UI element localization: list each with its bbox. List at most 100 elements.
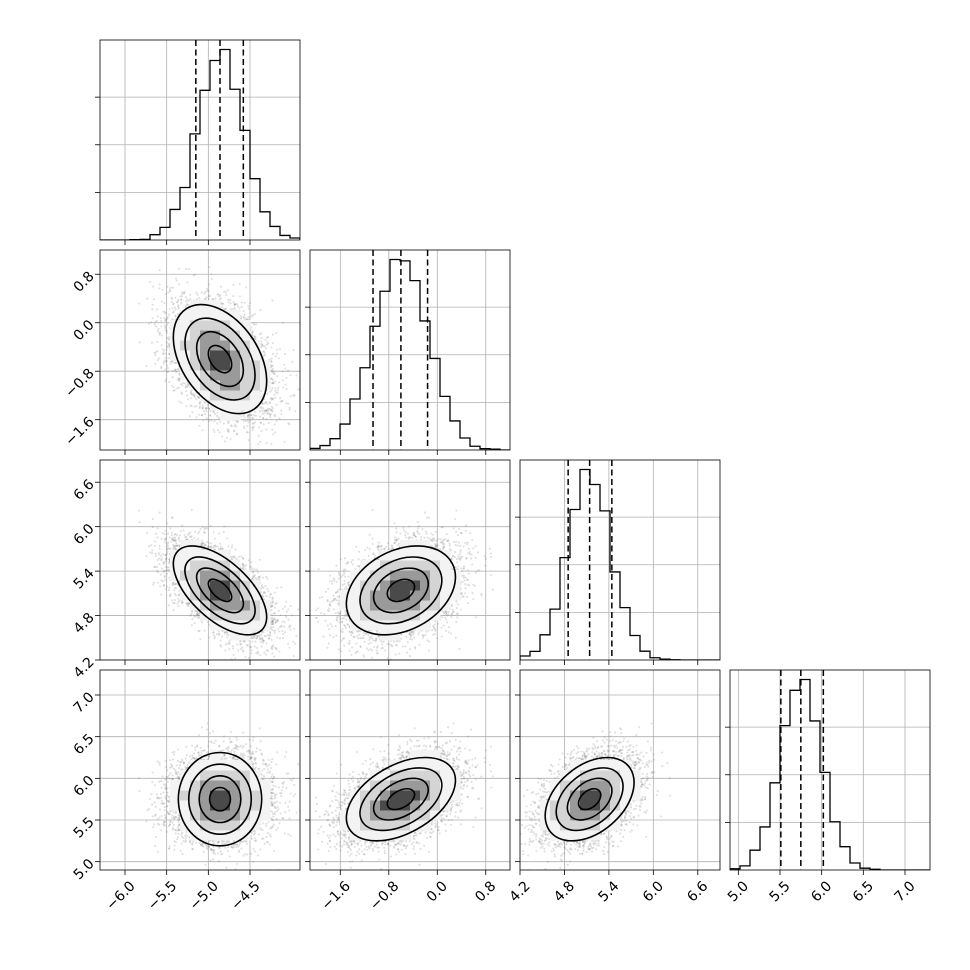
sample-point [238,307,241,310]
sample-point [293,394,296,397]
sample-point [193,273,196,276]
sample-point [250,414,253,417]
sample-point [156,308,159,311]
sample-point [174,362,177,365]
sample-point [184,305,187,308]
sample-point [276,375,279,378]
sample-point [269,408,272,411]
sample-point [259,421,262,425]
sample-point [173,389,176,392]
panel-0-0 [95,39,301,245]
sample-point [236,421,239,424]
sample-point [220,302,223,305]
sample-point [169,362,172,365]
sample-point [253,323,256,326]
sample-point [278,348,282,351]
sample-point [271,342,275,345]
sample-point [271,397,274,400]
sample-point [178,400,181,403]
sample-point [174,277,178,280]
sample-point [239,315,243,318]
sample-point [158,287,161,290]
sample-point [184,296,187,299]
sample-point [275,420,278,423]
sample-point [162,353,165,356]
sample-point [221,305,224,308]
sample-point [167,291,170,294]
sample-point [193,393,196,396]
sample-point [263,402,266,405]
sample-point [164,356,167,360]
sample-point [246,425,249,428]
sample-point [187,268,191,271]
sample-point [186,385,189,388]
sample-point [264,353,267,356]
sample-point [270,364,273,367]
sample-point [253,414,256,417]
sample-point [233,306,236,309]
sample-point [191,394,194,397]
sample-point [153,352,156,355]
sample-point [174,314,177,317]
sample-point [180,302,183,305]
sample-point [204,298,207,301]
sample-point [167,342,170,345]
sample-point [269,413,272,416]
sample-point [204,297,207,300]
sample-point [270,442,273,446]
sample-point [251,422,254,425]
sample-point [237,305,240,308]
panel-plot-area [100,250,300,450]
sample-point [270,357,273,360]
sample-point [260,429,263,432]
sample-point [164,318,167,321]
sample-point [266,341,269,344]
sample-point [227,428,230,431]
sample-point [195,416,198,419]
sample-point [177,304,180,307]
sample-point [177,305,180,308]
sample-point [163,362,166,365]
sample-point [278,417,281,420]
sample-point [269,397,272,400]
sample-point [156,329,160,333]
sample-point [199,400,202,404]
sample-point [260,340,263,343]
sample-point [227,298,230,301]
sample-point [146,297,149,300]
sample-point [211,298,215,301]
sample-point [195,298,199,301]
sample-point [227,421,230,424]
sample-point [168,346,171,349]
sample-point [167,337,170,340]
sample-point [219,420,222,423]
sample-point [281,321,284,324]
sample-point [185,300,188,303]
sample-point [217,293,220,296]
sample-point [174,296,177,299]
sample-point [185,386,188,389]
sample-point [276,388,279,392]
sample-point [184,382,187,385]
sample-point [177,298,180,301]
sample-point [165,331,168,334]
sample-point [228,299,232,302]
sample-point [282,386,285,389]
sample-point [250,315,253,318]
sample-point [267,342,270,345]
sample-point [283,363,286,366]
sample-point [164,380,167,383]
sample-point [174,315,177,318]
sample-point [162,349,166,352]
sample-point [225,307,228,310]
sample-point [203,292,206,295]
sample-point [251,426,254,429]
sample-point [272,381,275,385]
sample-point [186,298,189,301]
sample-point [222,290,226,293]
sample-point [227,301,230,304]
sample-point [177,379,180,382]
sample-point [193,405,196,408]
sample-point [164,320,168,323]
sample-point [264,338,267,341]
